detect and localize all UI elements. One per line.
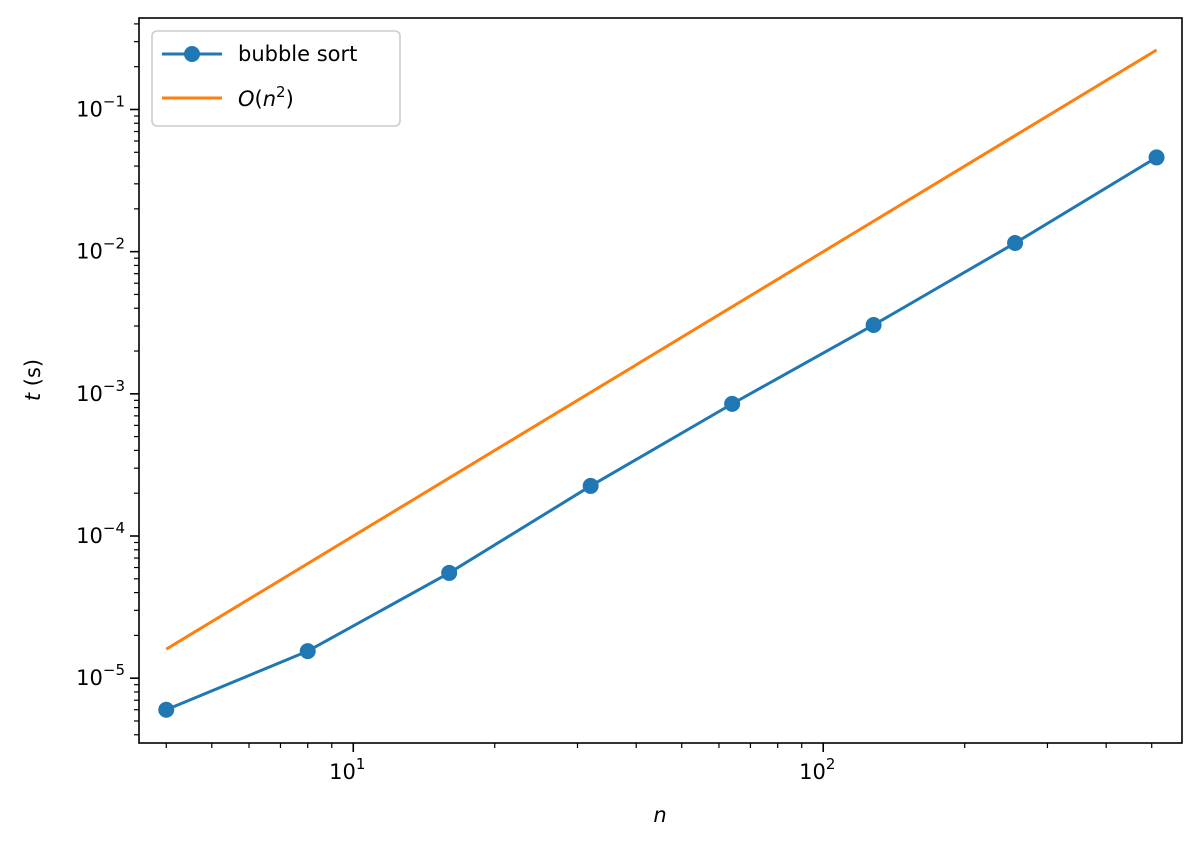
y-tick-label-base: 10 (76, 666, 103, 690)
x-tick-label: 102 (799, 755, 835, 784)
y-tick-label-base: 10 (76, 97, 103, 121)
x-tick-label-exp: 2 (826, 755, 836, 773)
data-point (724, 395, 741, 412)
legend-label-n: n (263, 87, 276, 111)
x-tick-label-base: 10 (329, 760, 356, 784)
y-tick-label-base: 10 (76, 240, 103, 264)
data-point (865, 316, 882, 333)
data-point (158, 701, 175, 718)
legend-label-close: ) (286, 87, 294, 111)
y-tick-label-exp: −5 (103, 661, 125, 679)
y-tick-label-base: 10 (76, 524, 103, 548)
x-tick-label-base: 10 (799, 760, 826, 784)
y-tick-label-exp: −1 (103, 92, 125, 110)
plot-series (158, 48, 1165, 718)
data-point (299, 643, 316, 660)
series-line-1 (165, 48, 1158, 651)
y-tick-label: 10−1 (76, 92, 125, 121)
series-line-0 (165, 156, 1158, 712)
legend-label-bubble-sort: bubble sort (238, 42, 357, 66)
y-tick-label-exp: −3 (103, 377, 125, 395)
legend-label-on2: O(n2) (238, 83, 294, 111)
y-tick-label-exp: −4 (103, 519, 125, 537)
legend-marker-bubble-sort (184, 46, 200, 62)
y-axis-label-unit: (s) (21, 359, 45, 393)
legend-label-open: ( (255, 87, 263, 111)
y-tick-label-base: 10 (76, 382, 103, 406)
y-axis-label-var: t (21, 392, 45, 401)
data-point (1007, 235, 1024, 252)
x-axis-label: n (653, 803, 666, 827)
plot-frame (138, 17, 1183, 744)
legend: bubble sort O(n2) (151, 30, 401, 127)
x-axis-ticks: 101 102 (165, 743, 1153, 784)
legend-label-exp: 2 (276, 83, 286, 101)
y-tick-label-exp: −2 (103, 235, 125, 253)
data-point (1148, 149, 1165, 166)
y-tick-label: 10−5 (76, 661, 125, 690)
legend-label-o: O (238, 87, 255, 111)
y-tick-label: 10−2 (76, 235, 125, 264)
y-axis-label: t (s) (21, 359, 45, 401)
y-tick-label: 10−4 (76, 519, 125, 548)
data-point (441, 564, 458, 581)
data-point (582, 477, 599, 494)
y-axis-ticks: 10−510−410−310−210−1 (76, 23, 139, 736)
y-tick-label: 10−3 (76, 377, 125, 406)
x-tick-label-exp: 1 (356, 755, 366, 773)
x-tick-label: 101 (329, 755, 365, 784)
